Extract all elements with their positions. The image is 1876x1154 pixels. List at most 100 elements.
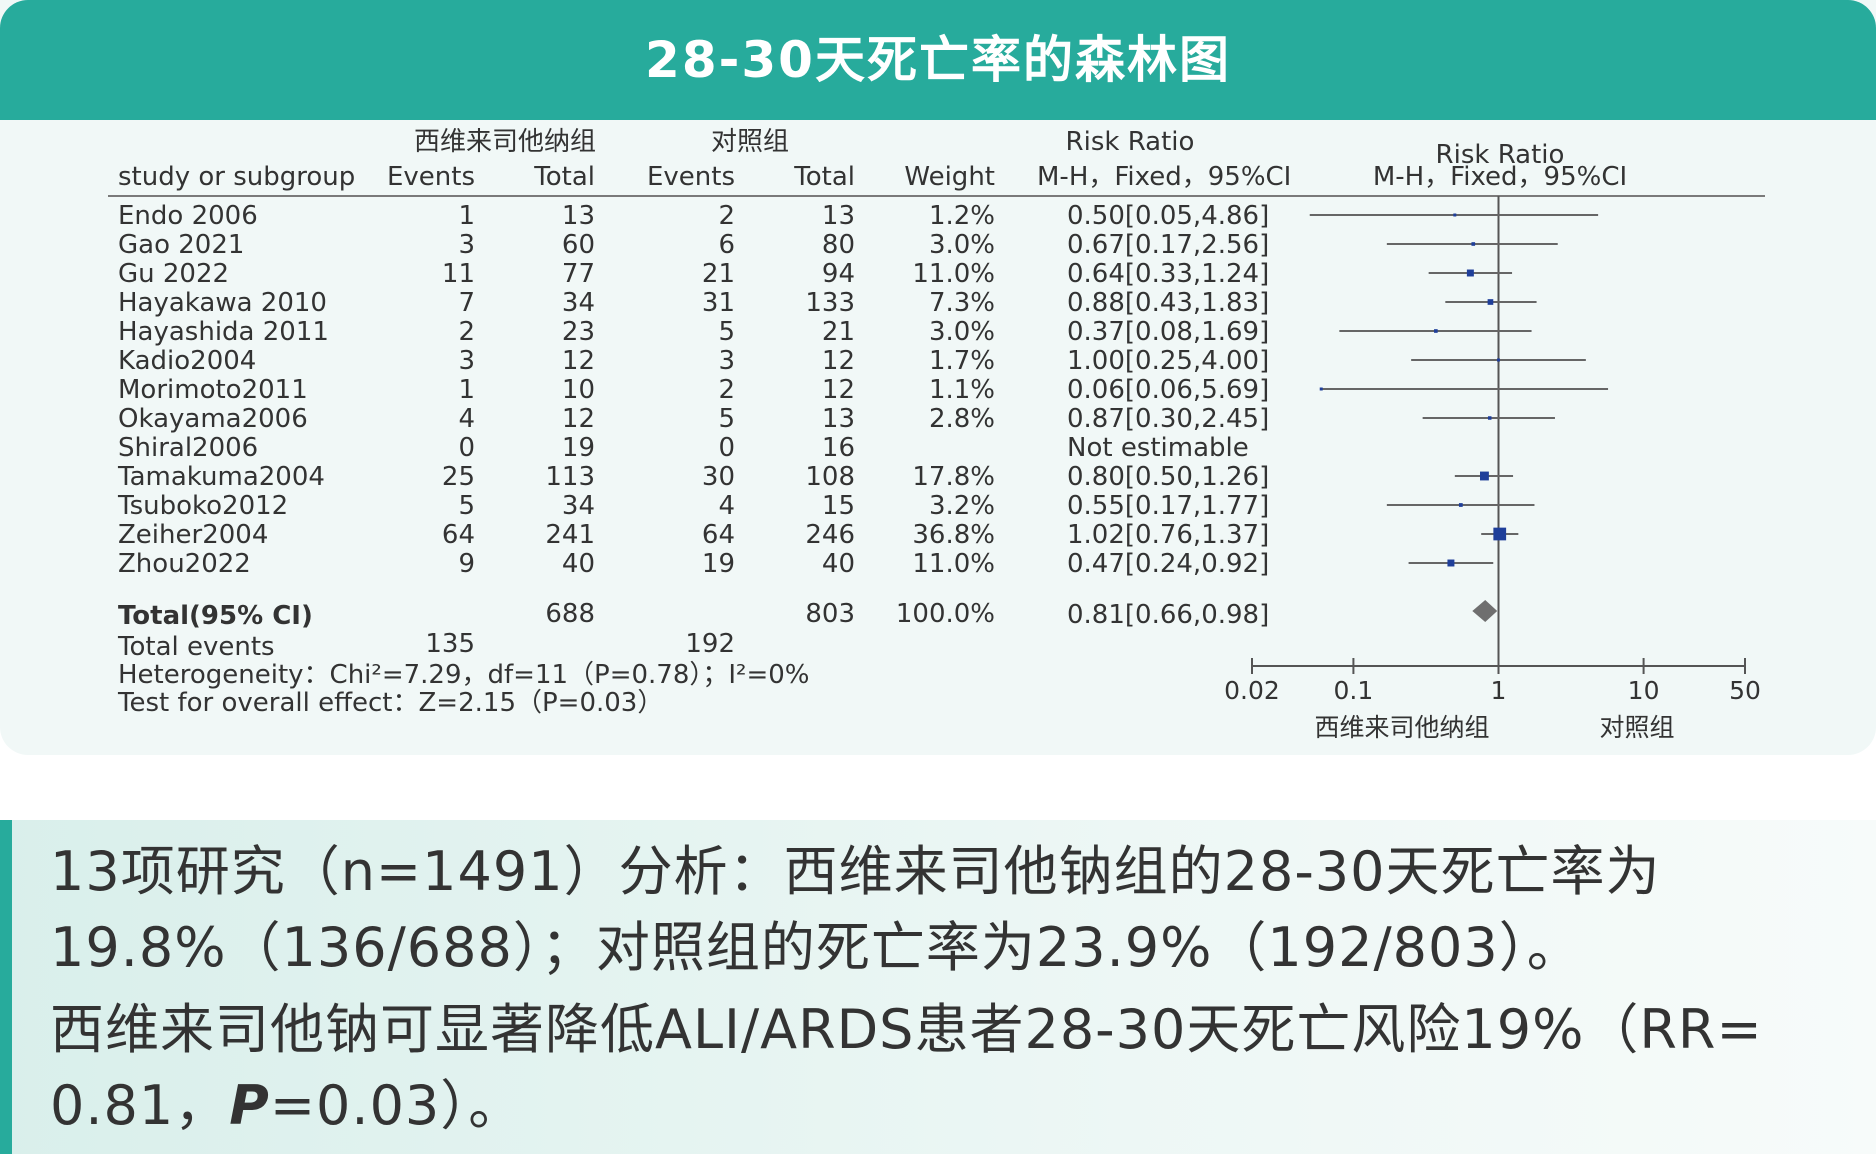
total1-cell: 77 (561, 259, 595, 289)
total2-cell: 108 (805, 462, 855, 492)
events1-cell: 64 (441, 520, 475, 550)
study-marker (1453, 213, 1457, 217)
study-name: Zeiher2004 (118, 520, 269, 550)
events2-cell: 2 (718, 201, 735, 231)
events2-header: Events (646, 162, 735, 192)
total2-cell: 80 (821, 230, 855, 260)
total1-cell: 34 (561, 491, 595, 521)
total1-cell: 23 (561, 317, 595, 347)
total1-cell: 40 (561, 549, 595, 579)
x-tick-label: 0.02 (1224, 676, 1280, 705)
weight-cell: 2.8% (928, 404, 995, 434)
total-t2: 803 (805, 599, 855, 629)
events1-cell: 5 (458, 491, 475, 521)
weight-cell: 7.3% (928, 288, 995, 318)
events1-cell: 7 (458, 288, 475, 318)
total2-header: Total (794, 162, 855, 192)
events2-cell: 5 (718, 404, 735, 434)
events1-cell: 0 (458, 433, 475, 463)
study-column-header: study or subgroup (118, 162, 356, 192)
study-marker (1480, 471, 1489, 481)
summary-box: 13项研究（n=1491）分析：西维来司他钠组的28-30天死亡率为 19.8%… (0, 820, 1876, 1154)
weight-cell: 17.8% (912, 462, 995, 492)
weight-cell: 1.2% (928, 201, 995, 231)
events1-cell: 3 (458, 230, 475, 260)
study-marker (1493, 527, 1507, 541)
study-name: Morimoto2011 (118, 375, 308, 405)
events2-cell: 0 (718, 433, 735, 463)
weight-cell: 3.0% (928, 230, 995, 260)
rr-title-header: Risk Ratio (1065, 127, 1195, 157)
favours-right-label: 对照组 (1599, 713, 1674, 742)
weight-cell: 3.0% (928, 317, 995, 347)
total2-cell: 133 (805, 288, 855, 318)
study-name: Gu 2022 (118, 259, 230, 289)
events2-cell: 19 (701, 549, 735, 579)
study-marker (1434, 329, 1438, 333)
total1-cell: 19 (561, 433, 595, 463)
total2-cell: 13 (821, 201, 855, 231)
events1-cell: 1 (458, 201, 475, 231)
study-marker (1466, 269, 1474, 277)
rr-cell: 0.87[0.30,2.45] (1067, 404, 1270, 434)
study-marker (1471, 242, 1476, 246)
group1-header: 西维来司他纳组 (413, 127, 596, 157)
total1-cell: 13 (561, 201, 595, 231)
events2-cell: 3 (718, 346, 735, 376)
study-name: Endo 2006 (118, 201, 258, 231)
events2-cell: 31 (701, 288, 735, 318)
total2-cell: 246 (805, 520, 855, 550)
rr-cell: 1.02[0.76,1.37] (1067, 520, 1270, 550)
rr-cell: 0.67[0.17,2.56] (1067, 230, 1270, 260)
summary-line-4: 0.81，P=0.03）。 (50, 1068, 1876, 1144)
study-marker (1487, 299, 1494, 305)
study-name: Gao 2021 (118, 230, 245, 260)
rr-cell: 0.55[0.17,1.77] (1067, 491, 1270, 521)
rr-cell: 0.37[0.08,1.69] (1067, 317, 1270, 347)
forest-plot: 0.02 0.1 1 10 50 西维来司他纳组 对照组 (108, 195, 1765, 742)
total2-cell: 12 (821, 375, 855, 405)
total2-cell: 16 (821, 433, 855, 463)
rr-cell: 1.00[0.25,4.00] (1067, 346, 1270, 376)
group2-header: 对照组 (710, 127, 789, 157)
total2-cell: 94 (821, 259, 855, 289)
plot-title-header: Risk Ratio (1435, 140, 1565, 170)
total2-cell: 21 (821, 317, 855, 347)
total1-cell: 12 (561, 404, 595, 434)
title-bar: 28-30天死亡率的森林图 (0, 0, 1876, 120)
total2-cell: 15 (821, 491, 855, 521)
events2-cell: 4 (718, 491, 735, 521)
study-name: Hayashida 2011 (118, 317, 329, 347)
study-name: Shiral2006 (118, 433, 259, 463)
events1-cell: 9 (458, 549, 475, 579)
total1-cell: 10 (561, 375, 595, 405)
total2-cell: 13 (821, 404, 855, 434)
rr-cell: 0.06[0.06,5.69] (1067, 375, 1270, 405)
study-name: Hayakawa 2010 (118, 288, 327, 318)
study-name: Okayama2006 (118, 404, 308, 434)
weight-cell: 1.7% (928, 346, 995, 376)
summary-line-2: 19.8%（136/688）；对照组的死亡率为23.9%（192/803）。 (50, 916, 1582, 979)
rr-cell: 0.88[0.43,1.83] (1067, 288, 1270, 318)
study-marker (1497, 358, 1500, 362)
study-marker (1447, 559, 1455, 567)
x-tick-label: 1 (1491, 676, 1507, 705)
total-rr: 0.81[0.66,0.98] (1067, 600, 1270, 630)
plot-method-header: M-H，Fixed，95%CI (1372, 162, 1628, 192)
heterogeneity-text: Heterogeneity：Chi²=7.29，df=11（P=0.78）；I²… (118, 660, 810, 690)
x-tick-label: 50 (1729, 676, 1761, 705)
x-tick-label: 10 (1628, 676, 1660, 705)
total1-cell: 60 (561, 230, 595, 260)
overall-effect-text: Test for overall effect：Z=2.15（P=0.03） (118, 688, 664, 718)
events1-cell: 11 (441, 259, 475, 289)
total2-cell: 12 (821, 346, 855, 376)
summary-p-italic: P (229, 1074, 270, 1137)
total-events-e1: 135 (425, 629, 475, 659)
total1-cell: 113 (545, 462, 595, 492)
total-events-e2: 192 (685, 629, 735, 659)
summary-line-1: 13项研究（n=1491）分析：西维来司他钠组的28-30天死亡率为 (50, 840, 1661, 903)
forest-plot-panel: 28-30天死亡率的森林图 西维来司他纳组 对照组 Risk Ratio stu… (0, 0, 1876, 755)
rr-cell: 0.64[0.33,1.24] (1067, 259, 1270, 289)
rr-cell: 0.80[0.50,1.26] (1067, 462, 1270, 492)
rr-cell: Not estimable (1067, 433, 1249, 463)
